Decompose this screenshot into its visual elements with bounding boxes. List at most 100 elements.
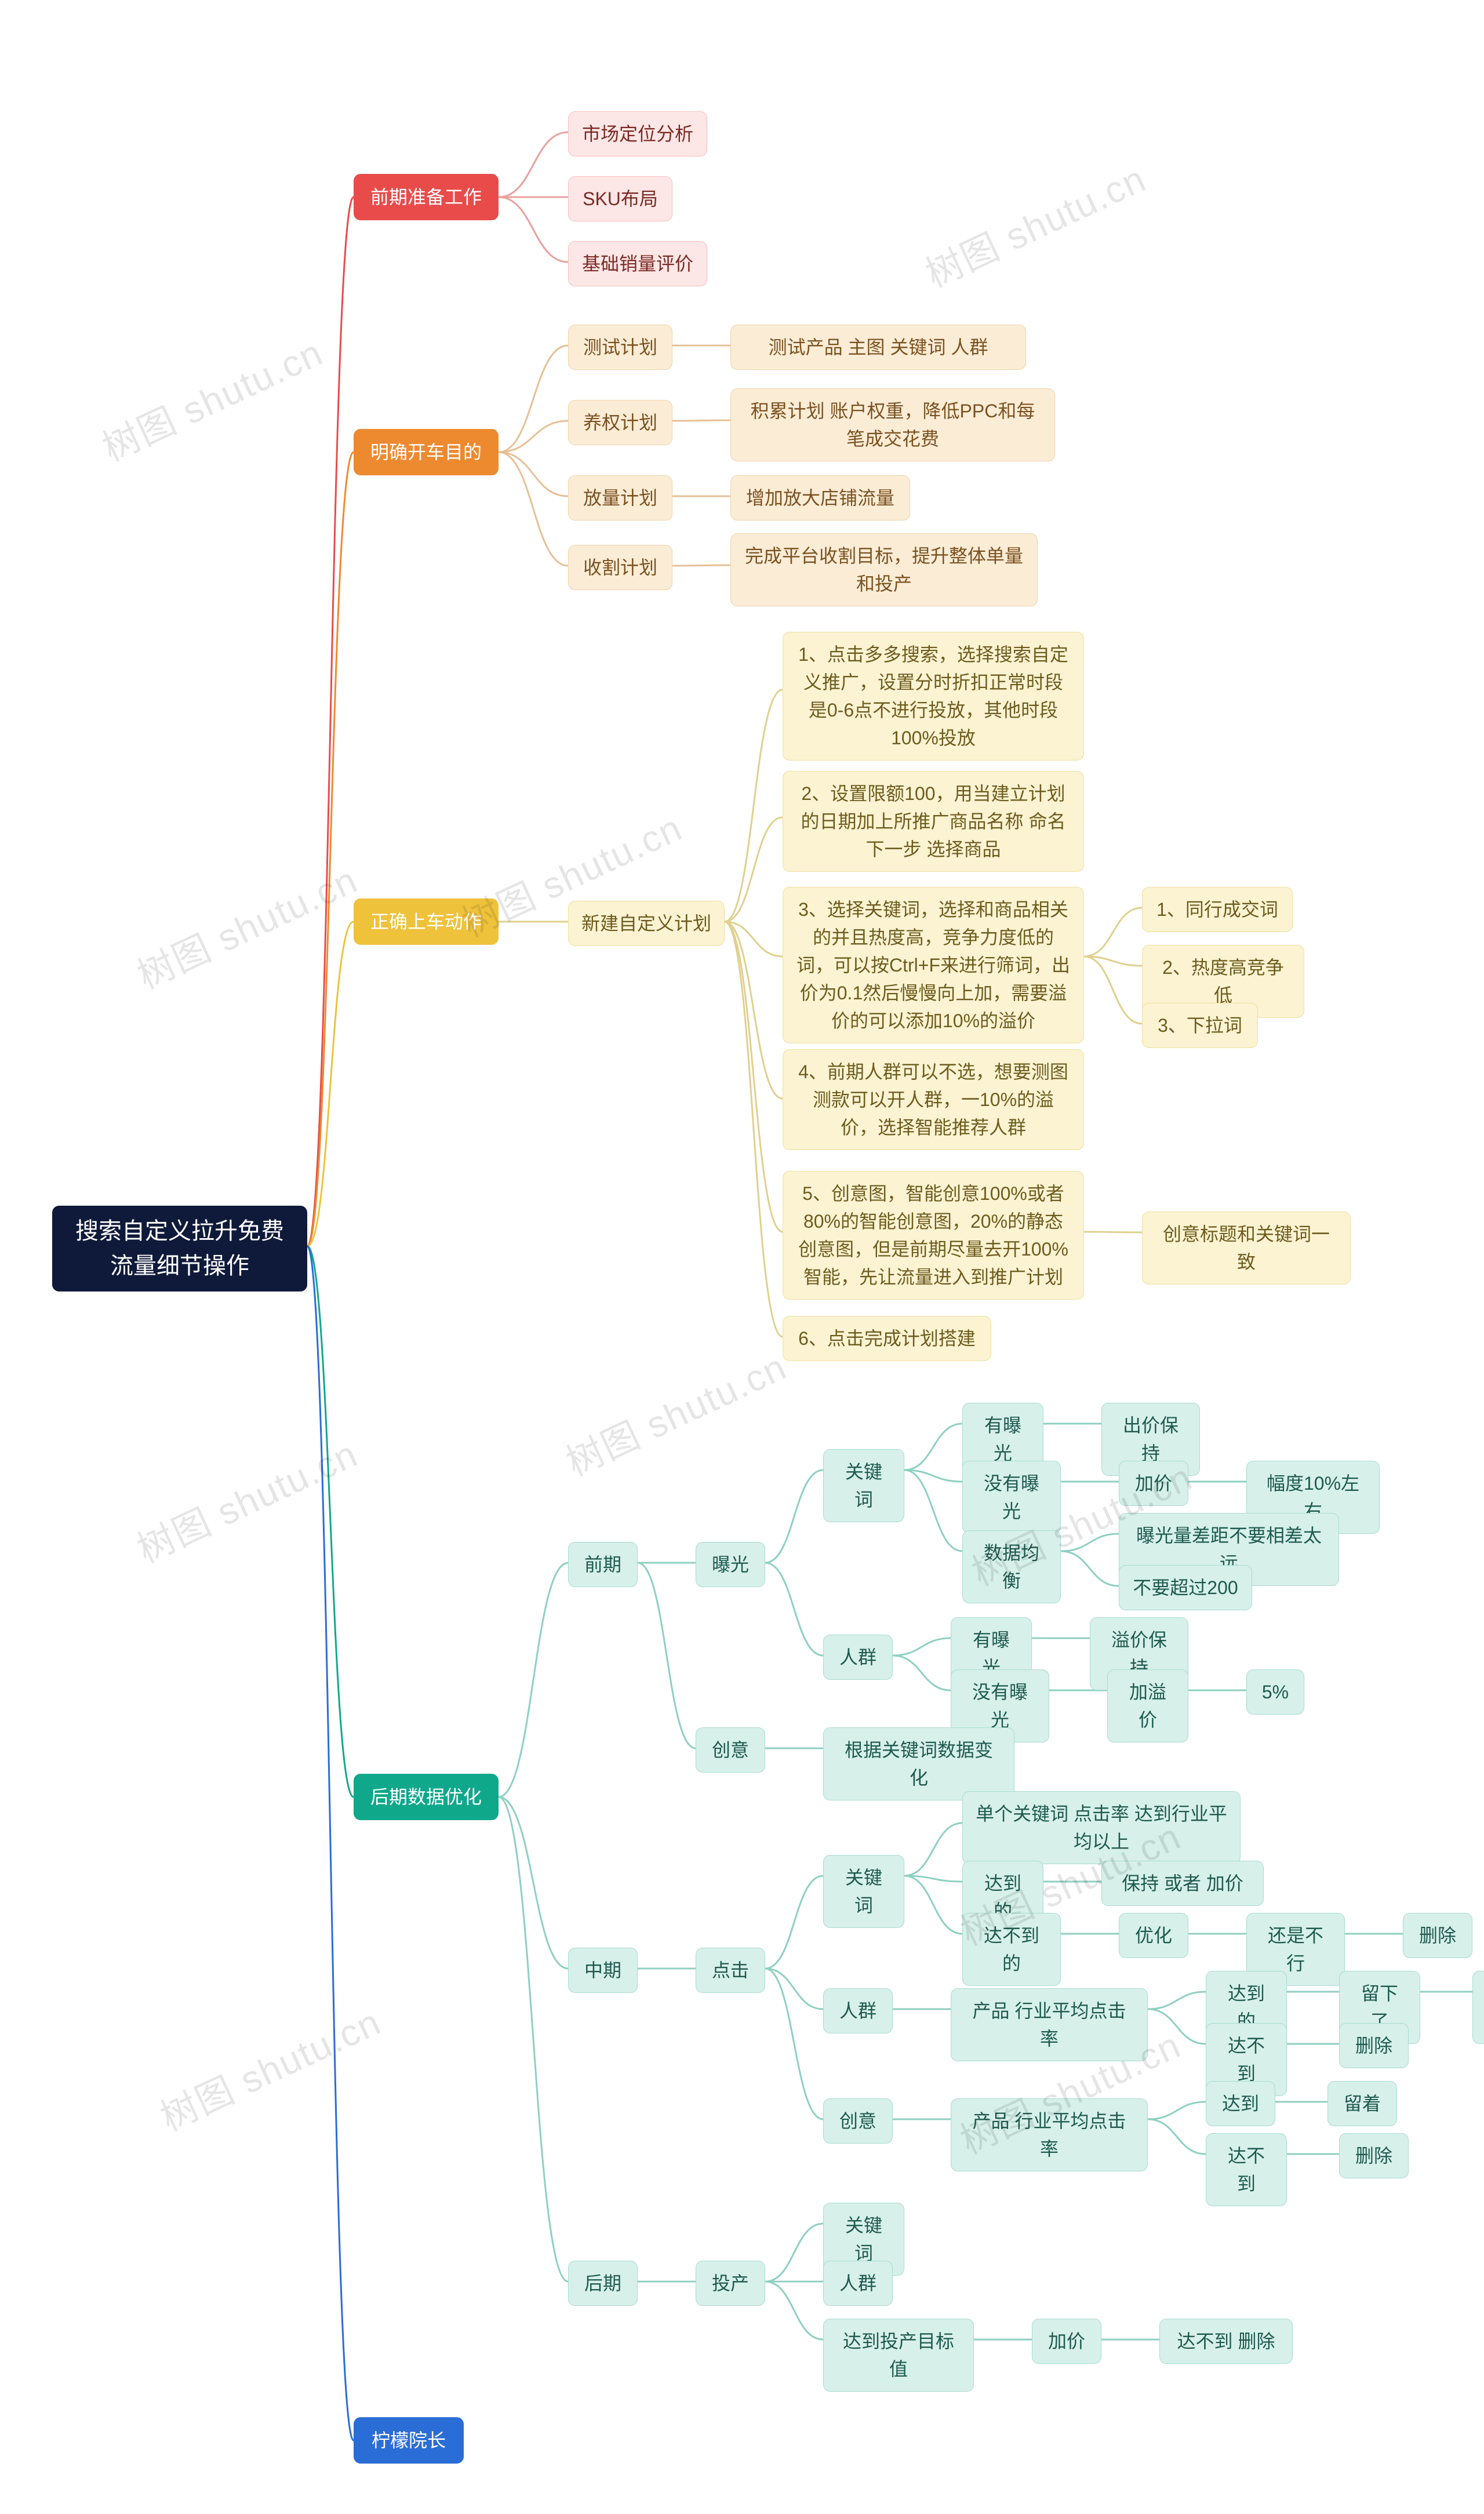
node-label: 达不到 删除 <box>1177 2327 1275 2355</box>
node-label: 人群 <box>839 1643 876 1671</box>
node-label: 4、前期人群可以不选，想要测图测款可以开人群，一10%的溢价，选择智能推荐人群 <box>796 1058 1071 1141</box>
node-label: 还是不行 <box>1260 1922 1332 1977</box>
node-b4_1: 前期 <box>568 1542 638 1587</box>
node-b4_2_1a1: 单个关键词 点击率 达到行业平均以上 <box>962 1791 1241 1864</box>
node-label: 关键词 <box>836 1458 891 1514</box>
node-label: 1、点击多多搜索，选择搜索自定义推广，设置分时折扣正常时段是0-6点不进行投放，… <box>796 641 1071 752</box>
node-b5: 柠檬院长 <box>354 2417 464 2464</box>
watermark: 树图 shutu.cn <box>128 1425 365 1574</box>
node-label: 产品 行业平均点击率 <box>964 2107 1134 2163</box>
node-b2_1: 测试计划 <box>568 325 672 370</box>
node-label: 后期 <box>584 2269 621 2297</box>
node-b4_1_1b2y: 5% <box>1246 1669 1304 1715</box>
node-label: 投产 <box>712 2269 749 2297</box>
node-b4_1_1a3y: 不要超过200 <box>1119 1565 1252 1610</box>
node-label: SKU布局 <box>583 185 658 213</box>
watermark: 树图 shutu.cn <box>151 1993 388 2142</box>
node-label: 达不到 <box>1219 2032 1274 2087</box>
node-b1_3: 基础销量评价 <box>568 241 707 286</box>
node-b4_2_1: 点击 <box>696 1948 765 1993</box>
node-label: 创意标题和关键词一致 <box>1155 1220 1337 1276</box>
node-b3_1_3c: 3、下拉词 <box>1142 1003 1258 1048</box>
node-b4_2_1a: 关键词 <box>823 1855 904 1928</box>
node-label: 创意 <box>712 1736 749 1764</box>
node-b4_3_1: 投产 <box>696 2261 765 2306</box>
node-label: 产品 行业平均点击率 <box>964 1997 1134 2053</box>
node-b4_2_1b: 人群 <box>823 1988 893 2033</box>
node-label: 保持 或者 加价 <box>1122 1869 1243 1897</box>
node-b4_1_1a2x: 加价 <box>1119 1461 1188 1506</box>
node-label: 有曝光 <box>976 1411 1030 1467</box>
node-b4_3: 后期 <box>568 2261 638 2306</box>
node-label: 删除 <box>1419 1922 1456 1949</box>
node-b4_2_1a3x: 优化 <box>1119 1913 1188 1958</box>
node-b3_1_5: 5、创意图，智能创意100%或者80%的智能创意图，20%的静态创意图，但是前期… <box>783 1171 1084 1300</box>
node-b3_1_6: 6、点击完成计划搭建 <box>783 1316 991 1361</box>
node-label: 删除 <box>1355 2142 1392 2170</box>
node-label: 养权计划 <box>583 409 657 436</box>
node-b2_4: 收割计划 <box>568 545 672 590</box>
node-b2_3: 放量计划 <box>568 475 672 521</box>
node-b4_1_1: 曝光 <box>696 1542 765 1587</box>
node-label: 关键词 <box>836 2211 891 2267</box>
node-label: 2、热度高竞争低 <box>1155 954 1291 1009</box>
node-b1_2: SKU布局 <box>568 176 672 221</box>
node-label: 达不到 <box>1219 2142 1274 2198</box>
node-label: 后期数据优化 <box>370 1783 482 1811</box>
node-label: 达到 <box>1222 2090 1259 2118</box>
node-b4_1_1a2: 没有曝光 <box>962 1461 1061 1534</box>
node-label: 测试计划 <box>583 333 657 361</box>
node-label: 前期 <box>584 1551 621 1578</box>
node-b2_2a: 积累计划 账户权重，降低PPC和每笔成交花费 <box>730 388 1055 461</box>
node-b3_1_5a: 创意标题和关键词一致 <box>1142 1211 1351 1285</box>
node-label: 明确开车目的 <box>370 438 482 466</box>
node-label: 出价保持 <box>1115 1411 1187 1467</box>
node-b2_2: 养权计划 <box>568 400 672 445</box>
node-label: 数据均衡 <box>976 1539 1047 1595</box>
node-b4_3_1c1: 加价 <box>1032 2319 1101 2364</box>
node-b4_2_1a3z: 删除 <box>1403 1913 1472 1958</box>
node-label: 达到投产目标值 <box>836 2327 961 2383</box>
node-label: 积累计划 账户权重，降低PPC和每笔成交花费 <box>744 397 1042 453</box>
node-label: 增加放大店铺流量 <box>746 484 894 512</box>
node-b3_1_3a: 1、同行成交词 <box>1142 887 1293 932</box>
node-b3_1_4: 4、前期人群可以不选，想要测图测款可以开人群，一10%的溢价，选择智能推荐人群 <box>783 1049 1084 1150</box>
node-root: 搜索自定义拉升免费流量细节操作 <box>52 1206 307 1291</box>
node-label: 达不到的 <box>976 1922 1047 1977</box>
node-b4_3_1b: 人群 <box>823 2261 893 2306</box>
node-b3_1_2: 2、设置限额100，用当建立计划的日期加上所推广商品名称 命名 下一步 选择商品 <box>783 771 1084 872</box>
node-label: 5、创意图，智能创意100%或者80%的智能创意图，20%的静态创意图，但是前期… <box>796 1180 1071 1291</box>
node-b4_1_2a: 根据关键词数据变化 <box>823 1727 1014 1800</box>
node-b4_2_1c1: 产品 行业平均点击率 <box>951 2098 1148 2171</box>
node-label: 放量计划 <box>583 484 657 512</box>
node-b3_1: 新建自定义计划 <box>568 901 725 946</box>
node-b2_4a: 完成平台收割目标，提升整体单量和投产 <box>730 533 1038 606</box>
node-b3_1_1: 1、点击多多搜索，选择搜索自定义推广，设置分时折扣正常时段是0-6点不进行投放，… <box>783 632 1084 761</box>
node-label: 搜索自定义拉升免费流量细节操作 <box>65 1214 294 1283</box>
watermark: 树图 shutu.cn <box>556 1338 794 1487</box>
node-label: 人群 <box>839 2269 876 2297</box>
node-b3: 正确上车动作 <box>354 898 499 945</box>
node-label: 基础销量评价 <box>582 250 693 278</box>
watermark: 树图 shutu.cn <box>916 150 1154 299</box>
node-b4: 后期数据优化 <box>354 1774 499 1820</box>
node-label: 测试产品 主图 关键词 人群 <box>769 333 988 361</box>
watermark: 树图 shutu.cn <box>128 851 365 1000</box>
node-b4_1_1b2x: 加溢价 <box>1107 1669 1188 1742</box>
node-label: 6、点击完成计划搭建 <box>798 1325 976 1352</box>
node-b4_2_1b1b1: 删除 <box>1339 2023 1409 2068</box>
node-label: 3、选择关键词，选择和商品相关的并且热度高，竞争力度低的词，可以按Ctrl+F来… <box>796 896 1071 1035</box>
node-label: 前期准备工作 <box>370 183 482 211</box>
node-label: 5% <box>1262 1678 1289 1706</box>
node-label: 创意 <box>839 2107 876 2135</box>
node-b4_2_1c1a: 达到 <box>1206 2081 1275 2126</box>
node-b2_3a: 增加放大店铺流量 <box>730 475 910 521</box>
node-b2: 明确开车目的 <box>354 429 499 475</box>
node-label: 没有曝光 <box>976 1469 1047 1525</box>
node-b1: 前期准备工作 <box>354 174 499 220</box>
node-b4_2_1b1a2: 继续观察 <box>1472 1971 1484 2044</box>
node-label: 人群 <box>839 1997 876 2025</box>
node-b4_2_1c1b1: 删除 <box>1339 2133 1409 2178</box>
node-b4_3_1c: 达到投产目标值 <box>823 2319 974 2392</box>
node-label: 市场定位分析 <box>582 120 693 148</box>
